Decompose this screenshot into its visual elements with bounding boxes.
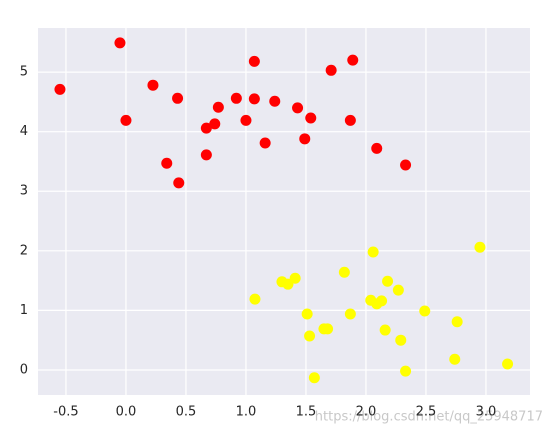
point	[400, 365, 412, 377]
point	[502, 358, 514, 370]
point	[259, 137, 271, 149]
point	[308, 372, 320, 384]
point	[54, 83, 66, 95]
point	[230, 92, 242, 104]
point	[379, 324, 391, 336]
point	[347, 54, 359, 66]
point	[301, 308, 313, 320]
y-tick-label: 1	[20, 303, 28, 318]
point	[114, 37, 126, 49]
watermark: https://blog.csdn.net/qq_25948717	[315, 410, 543, 425]
plot-area	[38, 28, 530, 395]
point	[147, 79, 159, 91]
point	[172, 92, 184, 104]
x-tick-label: 3.0	[476, 405, 497, 420]
point	[344, 308, 356, 320]
x-tick-label: 0.5	[176, 405, 197, 420]
point	[451, 316, 463, 328]
point	[419, 305, 431, 317]
y-tick-label: 3	[20, 184, 28, 199]
point	[474, 241, 486, 253]
point	[289, 272, 301, 284]
x-tick-label: -0.5	[53, 405, 78, 420]
x-tick-label: 1.5	[296, 405, 317, 420]
point	[200, 149, 212, 161]
point	[392, 284, 404, 296]
point	[269, 95, 281, 107]
point	[325, 64, 337, 76]
point	[322, 323, 334, 335]
point	[161, 157, 173, 169]
point	[248, 55, 260, 67]
y-tick-label: 5	[20, 65, 28, 80]
point	[292, 102, 304, 114]
point	[249, 293, 261, 305]
point	[400, 159, 412, 171]
point	[338, 266, 350, 278]
y-tick-label: 4	[20, 124, 28, 139]
point	[212, 101, 224, 113]
point	[305, 112, 317, 124]
point	[449, 353, 461, 365]
point	[371, 142, 383, 154]
point	[120, 114, 132, 126]
y-tick-label: 0	[20, 362, 28, 377]
point	[367, 246, 379, 258]
point	[209, 118, 221, 130]
x-tick-label: 0.0	[116, 405, 137, 420]
point	[200, 122, 212, 134]
point	[240, 114, 252, 126]
x-tick-label: 2.0	[356, 405, 377, 420]
point	[304, 330, 316, 342]
point	[299, 133, 311, 145]
point	[395, 334, 407, 346]
point	[382, 275, 394, 287]
x-tick-label: 2.5	[416, 405, 437, 420]
point	[376, 295, 388, 307]
point	[173, 177, 185, 189]
point	[344, 114, 356, 126]
point	[248, 93, 260, 105]
x-tick-label: 1.0	[236, 405, 257, 420]
y-tick-label: 2	[20, 243, 28, 258]
